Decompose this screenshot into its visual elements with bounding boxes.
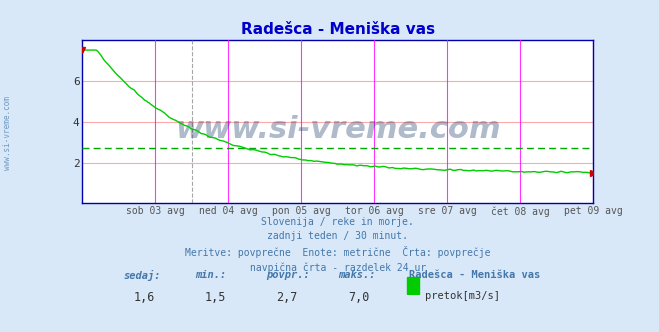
Text: Radešca - Meniška vas: Radešca - Meniška vas bbox=[409, 270, 540, 280]
Text: 1,5: 1,5 bbox=[205, 291, 226, 304]
FancyBboxPatch shape bbox=[407, 277, 420, 293]
Text: pretok[m3/s]: pretok[m3/s] bbox=[424, 291, 500, 301]
Text: Slovenija / reke in morje.
zadnji teden / 30 minut.
Meritve: povprečne  Enote: m: Slovenija / reke in morje. zadnji teden … bbox=[185, 217, 490, 273]
Title: Radešca - Meniška vas: Radešca - Meniška vas bbox=[241, 22, 435, 37]
Text: 2,7: 2,7 bbox=[277, 291, 298, 304]
Text: www.si-vreme.com: www.si-vreme.com bbox=[175, 115, 501, 144]
Text: povpr.:: povpr.: bbox=[266, 270, 310, 280]
Text: min.:: min.: bbox=[195, 270, 226, 280]
Text: maks.:: maks.: bbox=[338, 270, 375, 280]
Text: sedaj:: sedaj: bbox=[123, 270, 161, 281]
Text: 1,6: 1,6 bbox=[133, 291, 155, 304]
Text: www.si-vreme.com: www.si-vreme.com bbox=[3, 96, 13, 170]
Text: 7,0: 7,0 bbox=[348, 291, 369, 304]
